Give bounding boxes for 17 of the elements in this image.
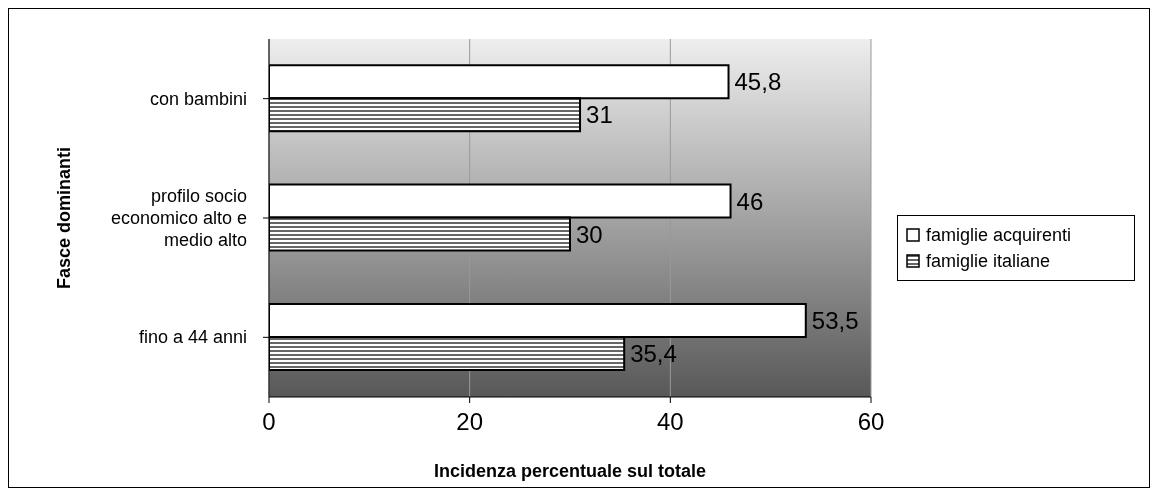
x-tick-label: 60 (857, 408, 885, 436)
legend-label: famiglie acquirenti (926, 224, 1072, 247)
data-label: 46 (736, 187, 764, 215)
data-label: 53,5 (811, 306, 859, 334)
x-axis-title: Incidenza percentuale sul totale (433, 461, 707, 481)
data-label: 45,8 (734, 68, 782, 96)
y-tick-label: fino a 44 anni (138, 327, 247, 348)
x-tick-label: 20 (456, 408, 484, 436)
x-tick-label: 40 (656, 408, 684, 436)
y-tick-label: profilo socio economico alto e medio alto (110, 186, 247, 250)
data-label: 31 (586, 101, 613, 129)
data-label: 35,4 (630, 339, 677, 367)
legend-label: famiglie italiane (926, 250, 1051, 273)
y-tick-label: con bambini (149, 88, 247, 109)
x-tick-label: 0 (262, 408, 276, 436)
y-axis-title: Fasce dominanti (54, 146, 75, 290)
data-label: 30 (576, 220, 603, 248)
